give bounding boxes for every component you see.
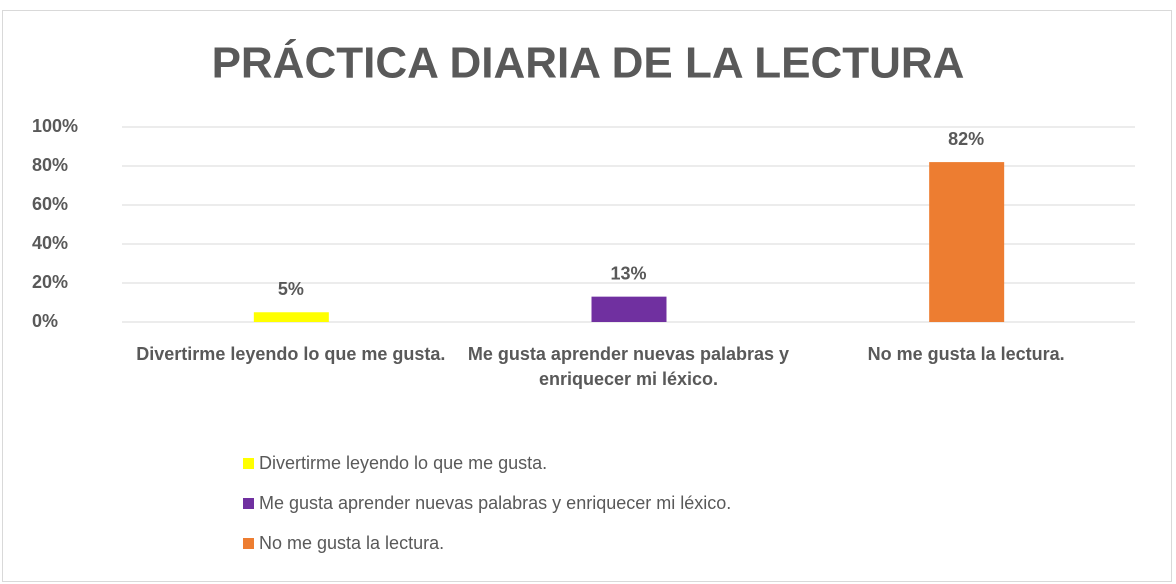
data-label: 5%	[278, 279, 304, 299]
y-tick-label: 20%	[32, 272, 68, 292]
y-tick-label: 100%	[32, 116, 78, 136]
bar	[929, 162, 1005, 322]
x-tick-label: Me gusta aprender nuevas palabras y enri…	[467, 344, 790, 389]
legend-swatch	[243, 458, 254, 469]
y-tick-label: 0%	[32, 311, 58, 331]
legend-label: Divertirme leyendo lo que me gusta.	[259, 453, 548, 473]
data-label: 13%	[610, 263, 646, 283]
legend-label: Me gusta aprender nuevas palabras y enri…	[259, 493, 732, 513]
legend-swatch	[243, 498, 254, 509]
legend-swatch	[243, 538, 254, 549]
bar	[591, 296, 667, 322]
y-tick-label: 40%	[32, 233, 68, 253]
data-label: 82%	[948, 129, 984, 149]
chart-border	[2, 10, 1172, 582]
chart-title: PRÁCTICA DIARIA DE LA LECTURA	[212, 38, 965, 88]
legend-item: Me gusta aprender nuevas palabras y enri…	[243, 493, 731, 514]
y-tick-label: 60%	[32, 194, 68, 214]
x-tick-label: No me gusta la lectura.	[867, 344, 1065, 364]
legend-label: No me gusta la lectura.	[259, 533, 445, 553]
legend-item: No me gusta la lectura.	[243, 533, 444, 554]
bar	[253, 312, 329, 322]
x-tick-label: Divertirme leyendo lo que me gusta.	[136, 344, 446, 364]
legend-item: Divertirme leyendo lo que me gusta.	[243, 453, 547, 474]
y-tick-label: 80%	[32, 155, 68, 175]
